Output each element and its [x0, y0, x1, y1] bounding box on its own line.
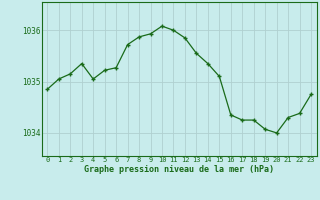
- X-axis label: Graphe pression niveau de la mer (hPa): Graphe pression niveau de la mer (hPa): [84, 165, 274, 174]
